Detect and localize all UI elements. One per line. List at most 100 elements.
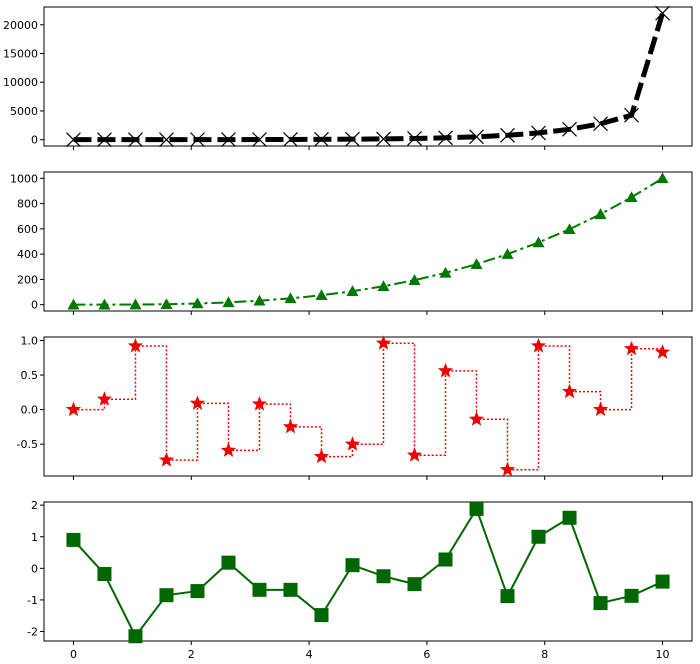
data-point — [65, 401, 82, 417]
cubic-chart: 0 200 400 600 800 1000 — [10, 171, 693, 315]
y-tick-label: 0 — [31, 562, 38, 575]
data-point — [252, 582, 267, 597]
data-point — [500, 127, 515, 143]
data-point — [345, 131, 360, 147]
data-point — [221, 555, 236, 570]
series-line — [72, 506, 663, 639]
data-point — [346, 285, 359, 297]
axes-frame — [43, 6, 693, 147]
y-tick-label: 10000 — [3, 76, 38, 89]
data-point — [253, 294, 266, 306]
data-point — [283, 132, 298, 147]
data-point — [654, 344, 671, 359]
series-line — [73, 342, 664, 471]
data-point — [655, 574, 670, 589]
data-point — [594, 208, 607, 219]
data-point — [252, 132, 267, 147]
data-point — [222, 296, 235, 308]
y-tick-label: 15000 — [3, 48, 38, 61]
data-point — [375, 335, 392, 350]
y-tick-label: 0 — [31, 299, 38, 312]
data-point — [468, 411, 485, 426]
data-point — [315, 289, 328, 301]
axes-frame — [43, 171, 693, 312]
y-tick-label: 20000 — [3, 19, 38, 32]
data-point — [191, 297, 204, 309]
data-point — [625, 191, 638, 203]
top-exponential-chart: 0 5000 10000 15000 20000 — [3, 5, 693, 150]
data-point — [655, 5, 670, 21]
data-point — [284, 292, 297, 304]
y-tick-label: 1000 — [10, 172, 38, 185]
data-point — [469, 129, 484, 145]
data-point — [127, 337, 144, 353]
y-tick-label: 2 — [31, 499, 38, 512]
data-point — [98, 298, 111, 310]
data-point — [624, 588, 639, 603]
data-point — [438, 130, 453, 146]
axes-frame — [43, 501, 693, 642]
data-point — [251, 396, 268, 411]
data-point — [623, 340, 640, 356]
y-tick-label: 800 — [17, 198, 38, 211]
data-point — [313, 448, 330, 464]
data-point — [624, 107, 639, 123]
axes-frame — [43, 336, 693, 477]
x-tick-label: 4 — [306, 648, 313, 661]
data-point — [314, 608, 329, 623]
data-point — [501, 248, 514, 259]
data-point — [221, 132, 236, 148]
y-tick-label: 0.5 — [21, 369, 39, 382]
data-point — [97, 132, 112, 148]
data-point — [159, 132, 174, 148]
y-tick-label: -1 — [27, 594, 38, 607]
data-point — [438, 552, 453, 567]
data-point — [96, 391, 113, 406]
y-tick-label: 0.0 — [21, 404, 39, 417]
data-point — [562, 510, 577, 525]
data-point — [439, 266, 452, 278]
data-point — [190, 584, 205, 599]
data-point — [66, 132, 81, 148]
x-tick-label: 10 — [656, 648, 670, 661]
data-point — [470, 258, 483, 270]
y-tick-label: 400 — [17, 248, 38, 261]
data-point — [406, 447, 423, 462]
data-point — [593, 596, 608, 611]
data-point — [561, 383, 578, 399]
data-point — [158, 452, 175, 467]
data-point — [67, 298, 80, 310]
data-point — [408, 274, 421, 285]
x-tick-label: 0 — [70, 648, 77, 661]
data-point — [407, 131, 422, 146]
x-tick-label: 6 — [423, 648, 430, 661]
data-point — [500, 589, 515, 604]
data-point — [220, 442, 237, 457]
data-point — [531, 125, 546, 141]
y-tick-label: 5000 — [10, 105, 38, 118]
data-point — [345, 558, 360, 573]
square-random-chart: -2 -1 0 1 2 0 2 4 6 8 10 — [27, 499, 693, 661]
data-point — [66, 532, 81, 547]
x-tick-label: 2 — [188, 648, 195, 661]
data-point — [282, 418, 299, 434]
data-point — [437, 362, 454, 378]
series-line — [73, 12, 665, 143]
series-line — [73, 177, 664, 306]
data-point — [128, 629, 143, 644]
y-tick-label: -2 — [27, 626, 38, 639]
data-point — [128, 132, 143, 148]
data-point — [562, 121, 577, 137]
data-point — [376, 569, 391, 584]
data-point — [314, 131, 329, 147]
data-point — [563, 223, 576, 235]
data-point — [377, 280, 390, 292]
y-tick-label: -0.5 — [17, 438, 38, 451]
step-random-chart: -0.5 0.0 0.5 1.0 — [17, 334, 693, 480]
data-point — [532, 236, 545, 248]
y-tick-label: 1.0 — [21, 334, 39, 347]
data-point — [531, 529, 546, 544]
y-tick-label: 0 — [31, 134, 38, 147]
data-point — [97, 567, 112, 582]
